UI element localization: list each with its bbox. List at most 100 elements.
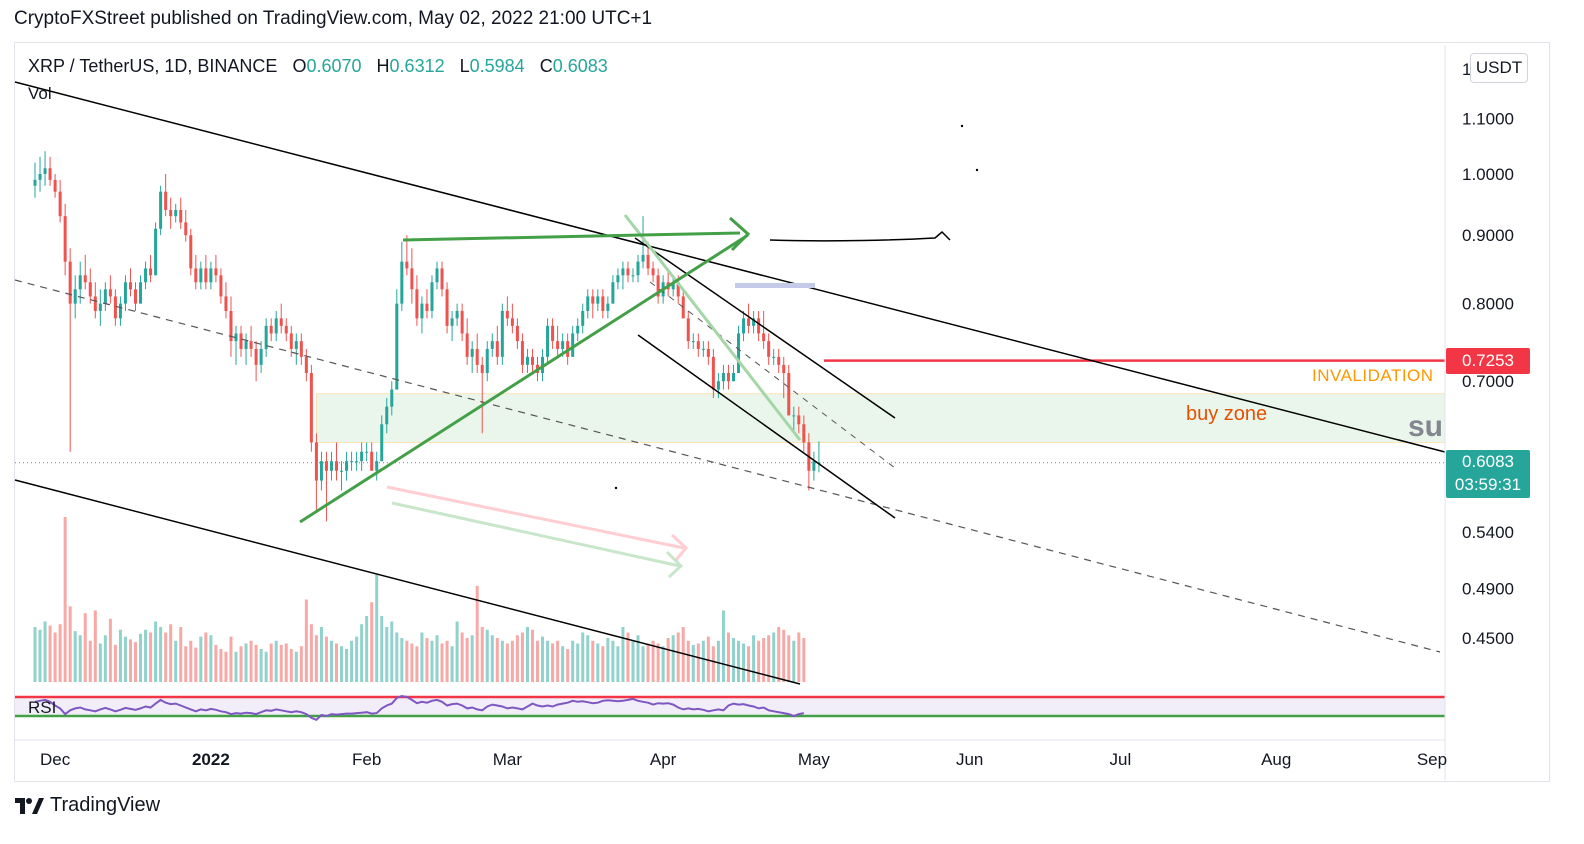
volume-indicator-label[interactable]: Vol bbox=[28, 84, 52, 103]
volume-bar bbox=[490, 635, 494, 682]
low-key: L bbox=[459, 56, 470, 76]
candle-body bbox=[159, 191, 163, 229]
volume-bar bbox=[470, 635, 474, 682]
volume-bar bbox=[591, 640, 595, 682]
volume-bar bbox=[586, 635, 590, 682]
dashed-midline bbox=[14, 279, 1441, 653]
volume-bar bbox=[154, 621, 158, 682]
candle-body bbox=[450, 318, 454, 326]
volume-bar bbox=[621, 627, 625, 682]
bar-countdown: 03:59:31 bbox=[1454, 475, 1522, 494]
volume-bar bbox=[726, 632, 730, 682]
volume-bar bbox=[420, 632, 424, 682]
volume-bar bbox=[701, 640, 705, 682]
candle-body bbox=[380, 424, 384, 462]
volume-bar bbox=[284, 643, 288, 682]
candle-body bbox=[98, 303, 102, 311]
volume-bar bbox=[159, 627, 163, 682]
volume-bar bbox=[68, 606, 72, 682]
volume-bar bbox=[144, 629, 148, 682]
candle-body bbox=[520, 341, 524, 365]
candle-body bbox=[500, 310, 504, 357]
candle-body bbox=[787, 372, 791, 416]
price-tick-7: 0.4500 bbox=[1462, 629, 1514, 648]
candle-body bbox=[596, 296, 600, 304]
volume-bar bbox=[299, 646, 303, 682]
time-tick-4: Apr bbox=[650, 750, 677, 769]
wedge-lower-line bbox=[637, 334, 896, 519]
volume-bar bbox=[118, 629, 122, 682]
volume-bar bbox=[340, 646, 344, 682]
candle-body bbox=[576, 325, 580, 334]
volume-bar bbox=[108, 618, 112, 682]
candle-body bbox=[515, 325, 519, 342]
candle-body bbox=[671, 282, 675, 290]
volume-bar bbox=[772, 632, 776, 682]
rsi-indicator-label[interactable]: RSI bbox=[28, 698, 57, 717]
candle-body bbox=[440, 268, 444, 290]
candle-body bbox=[470, 348, 474, 357]
high-value: 0.6312 bbox=[389, 56, 445, 76]
last-price-value: 0.6083 bbox=[1462, 452, 1514, 471]
volume-bar bbox=[797, 632, 801, 682]
candle-body bbox=[174, 209, 178, 217]
volume-bar bbox=[365, 616, 369, 682]
candle-body bbox=[621, 268, 625, 276]
open-key: O bbox=[292, 56, 307, 76]
volume-bar bbox=[445, 640, 449, 682]
candle-body bbox=[149, 268, 153, 276]
footer-brand[interactable]: TradingView bbox=[14, 794, 160, 817]
buy-zone-annotation: buy zone bbox=[1186, 403, 1268, 425]
volume-bar bbox=[73, 631, 77, 682]
candle-body bbox=[792, 415, 796, 417]
volume-bar bbox=[757, 640, 761, 682]
candle-body bbox=[777, 356, 781, 365]
candle-body bbox=[370, 451, 374, 471]
dot-mark bbox=[975, 168, 979, 172]
volume-bar bbox=[239, 646, 243, 682]
volume-bar bbox=[450, 646, 454, 682]
volume-bar bbox=[480, 627, 484, 682]
volume-bar bbox=[329, 640, 333, 682]
candle-body bbox=[199, 268, 203, 283]
price-tick-1: 1.0000 bbox=[1462, 165, 1514, 184]
volume-bar bbox=[78, 635, 82, 682]
volume-bar bbox=[254, 644, 258, 682]
volume-bar bbox=[681, 627, 685, 682]
candle-body bbox=[757, 318, 761, 334]
candle-body bbox=[395, 303, 399, 390]
volume-bar bbox=[576, 643, 580, 682]
volume-bar bbox=[530, 629, 534, 682]
volume-bar bbox=[289, 649, 293, 682]
candle-body bbox=[556, 341, 560, 349]
volume-bar bbox=[636, 635, 640, 682]
buy-zone-rect bbox=[316, 393, 1446, 443]
volume-bar bbox=[244, 643, 248, 682]
candle-body bbox=[214, 268, 218, 276]
dot-mark bbox=[960, 124, 964, 128]
candle-body bbox=[400, 261, 404, 304]
volume-bar bbox=[706, 636, 710, 682]
volume-bar bbox=[139, 633, 143, 682]
volume-bar bbox=[546, 640, 550, 682]
volume-bar bbox=[214, 644, 218, 682]
volume-bar bbox=[98, 643, 102, 682]
volume-bar bbox=[777, 627, 781, 682]
time-tick-9: Sep bbox=[1417, 750, 1447, 769]
candle-body bbox=[616, 275, 620, 283]
volume-bar bbox=[294, 651, 298, 682]
volume-bar bbox=[269, 643, 273, 682]
candle-body bbox=[430, 282, 434, 311]
price-tick-3: 0.8000 bbox=[1462, 295, 1514, 314]
volume-bar bbox=[103, 635, 107, 682]
candle-body bbox=[68, 261, 72, 304]
time-tick-7: Jul bbox=[1110, 750, 1132, 769]
candle-body bbox=[525, 356, 529, 365]
volume-bar bbox=[400, 638, 404, 682]
dot-mark bbox=[614, 486, 618, 490]
volume-bar bbox=[385, 627, 389, 682]
volume-bar bbox=[485, 629, 489, 682]
currency-unit-button[interactable]: USDT bbox=[1470, 53, 1528, 83]
volume-bar bbox=[38, 629, 42, 682]
